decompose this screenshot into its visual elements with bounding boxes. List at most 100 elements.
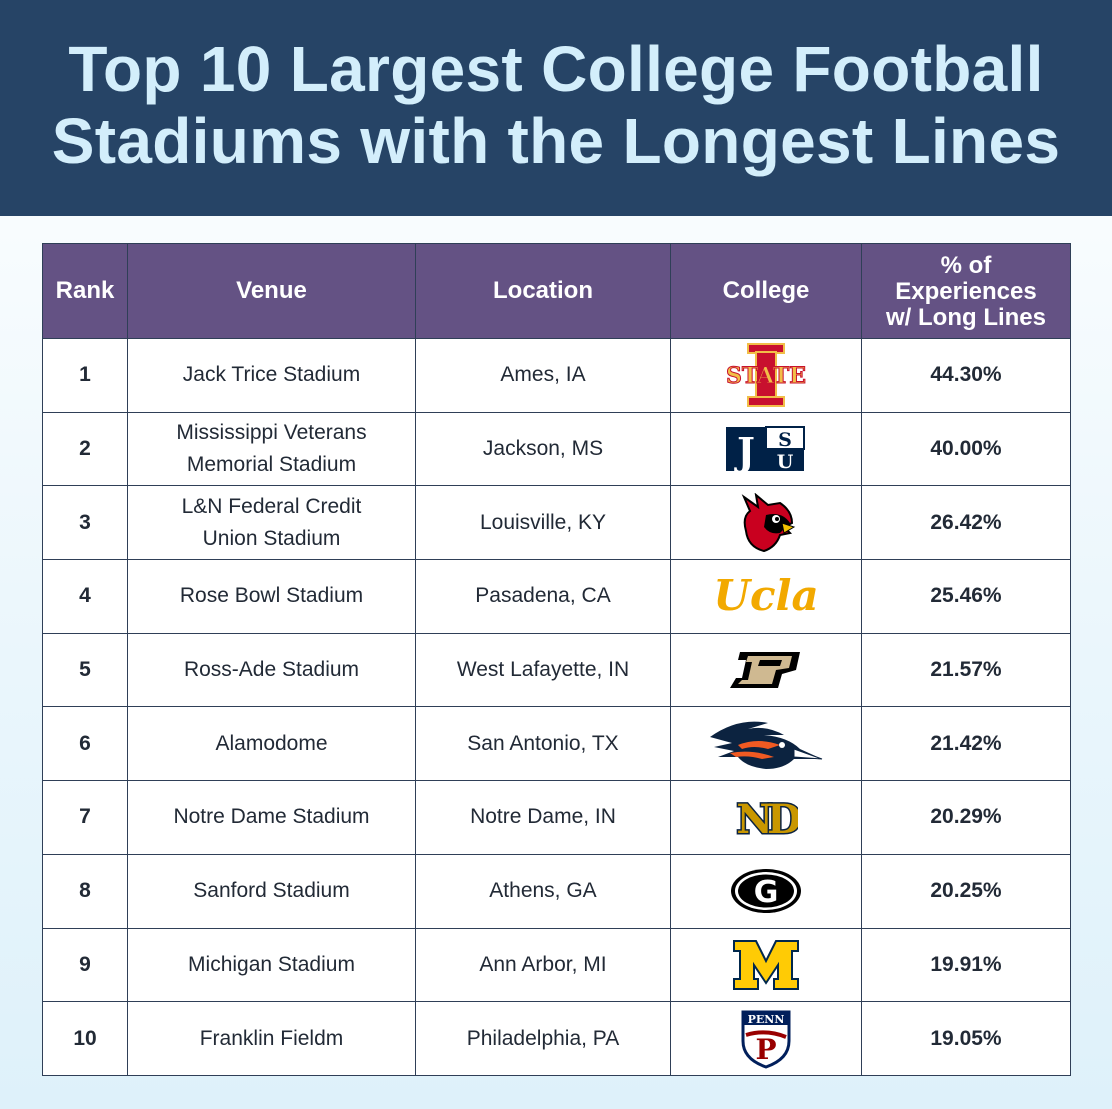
pct-cell: 26.42% bbox=[861, 485, 1071, 561]
jackson-state-logo: J S U bbox=[726, 426, 806, 474]
venue-cell: Jack Trice Stadium bbox=[127, 338, 416, 413]
location-name: San Antonio, TX bbox=[467, 731, 619, 755]
table-row: 7 Notre Dame Stadium Notre Dame, IN ND 2… bbox=[42, 780, 1071, 855]
table-row: 1 Jack Trice Stadium Ames, IA STATE 44.3… bbox=[42, 338, 1071, 413]
column-header-rank: Rank bbox=[42, 243, 128, 339]
table-row: 4 Rose Bowl Stadium Pasadena, CA Ucla 25… bbox=[42, 559, 1071, 634]
georgia-logo: G bbox=[731, 869, 801, 914]
page-title-line-2: Stadiums with the Longest Lines bbox=[51, 105, 1061, 177]
ucla-logo: Ucla bbox=[716, 571, 816, 620]
venue-cell: Notre Dame Stadium bbox=[127, 780, 416, 855]
table-row: 2 Mississippi Veterans Memorial Stadium … bbox=[42, 411, 1071, 487]
location-cell: West Lafayette, IN bbox=[415, 632, 671, 708]
pct-cell: 21.42% bbox=[861, 706, 1071, 782]
venue-cell: Rose Bowl Stadium bbox=[127, 559, 416, 634]
column-header-pct-line-2: Experiences bbox=[895, 278, 1037, 305]
table-row: 9 Michigan Stadium Ann Arbor, MI 19.91% bbox=[42, 927, 1071, 1003]
rank-cell: 1 bbox=[42, 338, 128, 413]
location-name: Louisville, KY bbox=[479, 510, 607, 534]
venue-cell: Sanford Stadium bbox=[127, 853, 416, 929]
venue-cell: Franklin Fieldm bbox=[127, 1001, 416, 1076]
location-cell: Philadelphia, PA bbox=[415, 1001, 671, 1076]
penn-logo: PENN P bbox=[741, 1010, 791, 1069]
location-cell: San Antonio, TX bbox=[415, 706, 671, 782]
column-header-pct-line-3: w/ Long Lines bbox=[886, 304, 1046, 331]
venue-name: Alamodome bbox=[215, 731, 328, 755]
table-row: 5 Ross-Ade Stadium West Lafayette, IN 21… bbox=[42, 632, 1071, 708]
rank-cell: 5 bbox=[42, 632, 128, 708]
iowa-state-logo: STATE bbox=[725, 343, 807, 408]
svg-text:J: J bbox=[734, 429, 755, 474]
column-header-college: College bbox=[670, 243, 862, 339]
venue-cell: L&N Federal Credit Union Stadium bbox=[127, 485, 416, 561]
college-cell: PENN P bbox=[670, 1001, 862, 1076]
rank-cell: 8 bbox=[42, 853, 128, 929]
venue-name: Sanford Stadium bbox=[193, 879, 350, 903]
louisville-cardinal-logo bbox=[741, 492, 796, 552]
pct-cell: 20.29% bbox=[861, 780, 1071, 855]
notre-dame-logo: ND bbox=[735, 795, 798, 845]
table-header-row: Rank Venue Location College % of Experie… bbox=[42, 243, 1071, 339]
pct-cell: 19.91% bbox=[861, 927, 1071, 1003]
penn-logo-text: PENN bbox=[748, 1013, 785, 1026]
pct-cell: 25.46% bbox=[861, 559, 1071, 634]
pct-cell: 40.00% bbox=[861, 411, 1071, 487]
location-cell: Jackson, MS bbox=[415, 411, 671, 487]
svg-text:P: P bbox=[755, 1033, 776, 1066]
pct-cell: 21.57% bbox=[861, 632, 1071, 708]
rank-cell: 2 bbox=[42, 411, 128, 487]
utsa-roadrunner-logo bbox=[710, 721, 823, 769]
location-cell: Louisville, KY bbox=[415, 485, 671, 561]
college-cell bbox=[670, 706, 862, 782]
college-cell bbox=[670, 927, 862, 1003]
location-name: Jackson, MS bbox=[482, 437, 604, 461]
michigan-logo bbox=[733, 939, 799, 990]
purdue-logo bbox=[730, 652, 800, 689]
page-title-line-1: Top 10 Largest College Football bbox=[68, 33, 1044, 105]
table-row: 6 Alamodome San Antonio, TX 21.42% bbox=[42, 706, 1071, 782]
venue-name: L&N Federal Credit Union Stadium bbox=[181, 494, 362, 550]
venue-name: Mississippi Veterans Memorial Stadium bbox=[176, 421, 367, 477]
pct-cell: 44.30% bbox=[861, 338, 1071, 413]
rank-cell: 4 bbox=[42, 559, 128, 634]
location-name: Philadelphia, PA bbox=[466, 1026, 620, 1050]
college-cell: Ucla bbox=[670, 559, 862, 634]
venue-name: Rose Bowl Stadium bbox=[179, 584, 364, 608]
column-header-location: Location bbox=[415, 243, 671, 339]
location-cell: Ann Arbor, MI bbox=[415, 927, 671, 1003]
column-header-pct-line-1: % of bbox=[940, 252, 992, 279]
rank-cell: 9 bbox=[42, 927, 128, 1003]
venue-name: Ross-Ade Stadium bbox=[183, 658, 360, 682]
location-name: Pasadena, CA bbox=[475, 584, 611, 608]
iowa-state-logo-text: STATE bbox=[726, 363, 806, 389]
title-banner: Top 10 Largest College Football Stadiums… bbox=[0, 0, 1112, 216]
venue-name: Notre Dame Stadium bbox=[173, 805, 370, 829]
college-cell: J S U bbox=[670, 411, 862, 487]
venue-name: Jack Trice Stadium bbox=[182, 363, 361, 387]
venue-name: Michigan Stadium bbox=[188, 952, 355, 976]
venue-name: Franklin Fieldm bbox=[199, 1026, 344, 1050]
rank-cell: 7 bbox=[42, 780, 128, 855]
rank-cell: 10 bbox=[42, 1001, 128, 1076]
rank-cell: 6 bbox=[42, 706, 128, 782]
location-cell: Notre Dame, IN bbox=[415, 780, 671, 855]
college-cell: ND bbox=[670, 780, 862, 855]
pct-cell: 19.05% bbox=[861, 1001, 1071, 1076]
svg-text:U: U bbox=[777, 451, 794, 473]
notre-dame-logo-text: ND bbox=[736, 796, 798, 843]
column-header-venue: Venue bbox=[127, 243, 416, 339]
location-cell: Pasadena, CA bbox=[415, 559, 671, 634]
stadium-table: Rank Venue Location College % of Experie… bbox=[42, 243, 1071, 1076]
venue-cell: Michigan Stadium bbox=[127, 927, 416, 1003]
table-row: 3 L&N Federal Credit Union Stadium Louis… bbox=[42, 485, 1071, 561]
venue-cell: Ross-Ade Stadium bbox=[127, 632, 416, 708]
location-name: Notre Dame, IN bbox=[470, 805, 616, 829]
college-cell: G bbox=[670, 853, 862, 929]
georgia-logo-text: G bbox=[754, 875, 779, 910]
location-cell: Ames, IA bbox=[415, 338, 671, 413]
college-cell bbox=[670, 632, 862, 708]
college-cell bbox=[670, 485, 862, 561]
location-cell: Athens, GA bbox=[415, 853, 671, 929]
rank-cell: 3 bbox=[42, 485, 128, 561]
ucla-logo-text: Ucla bbox=[716, 571, 816, 620]
